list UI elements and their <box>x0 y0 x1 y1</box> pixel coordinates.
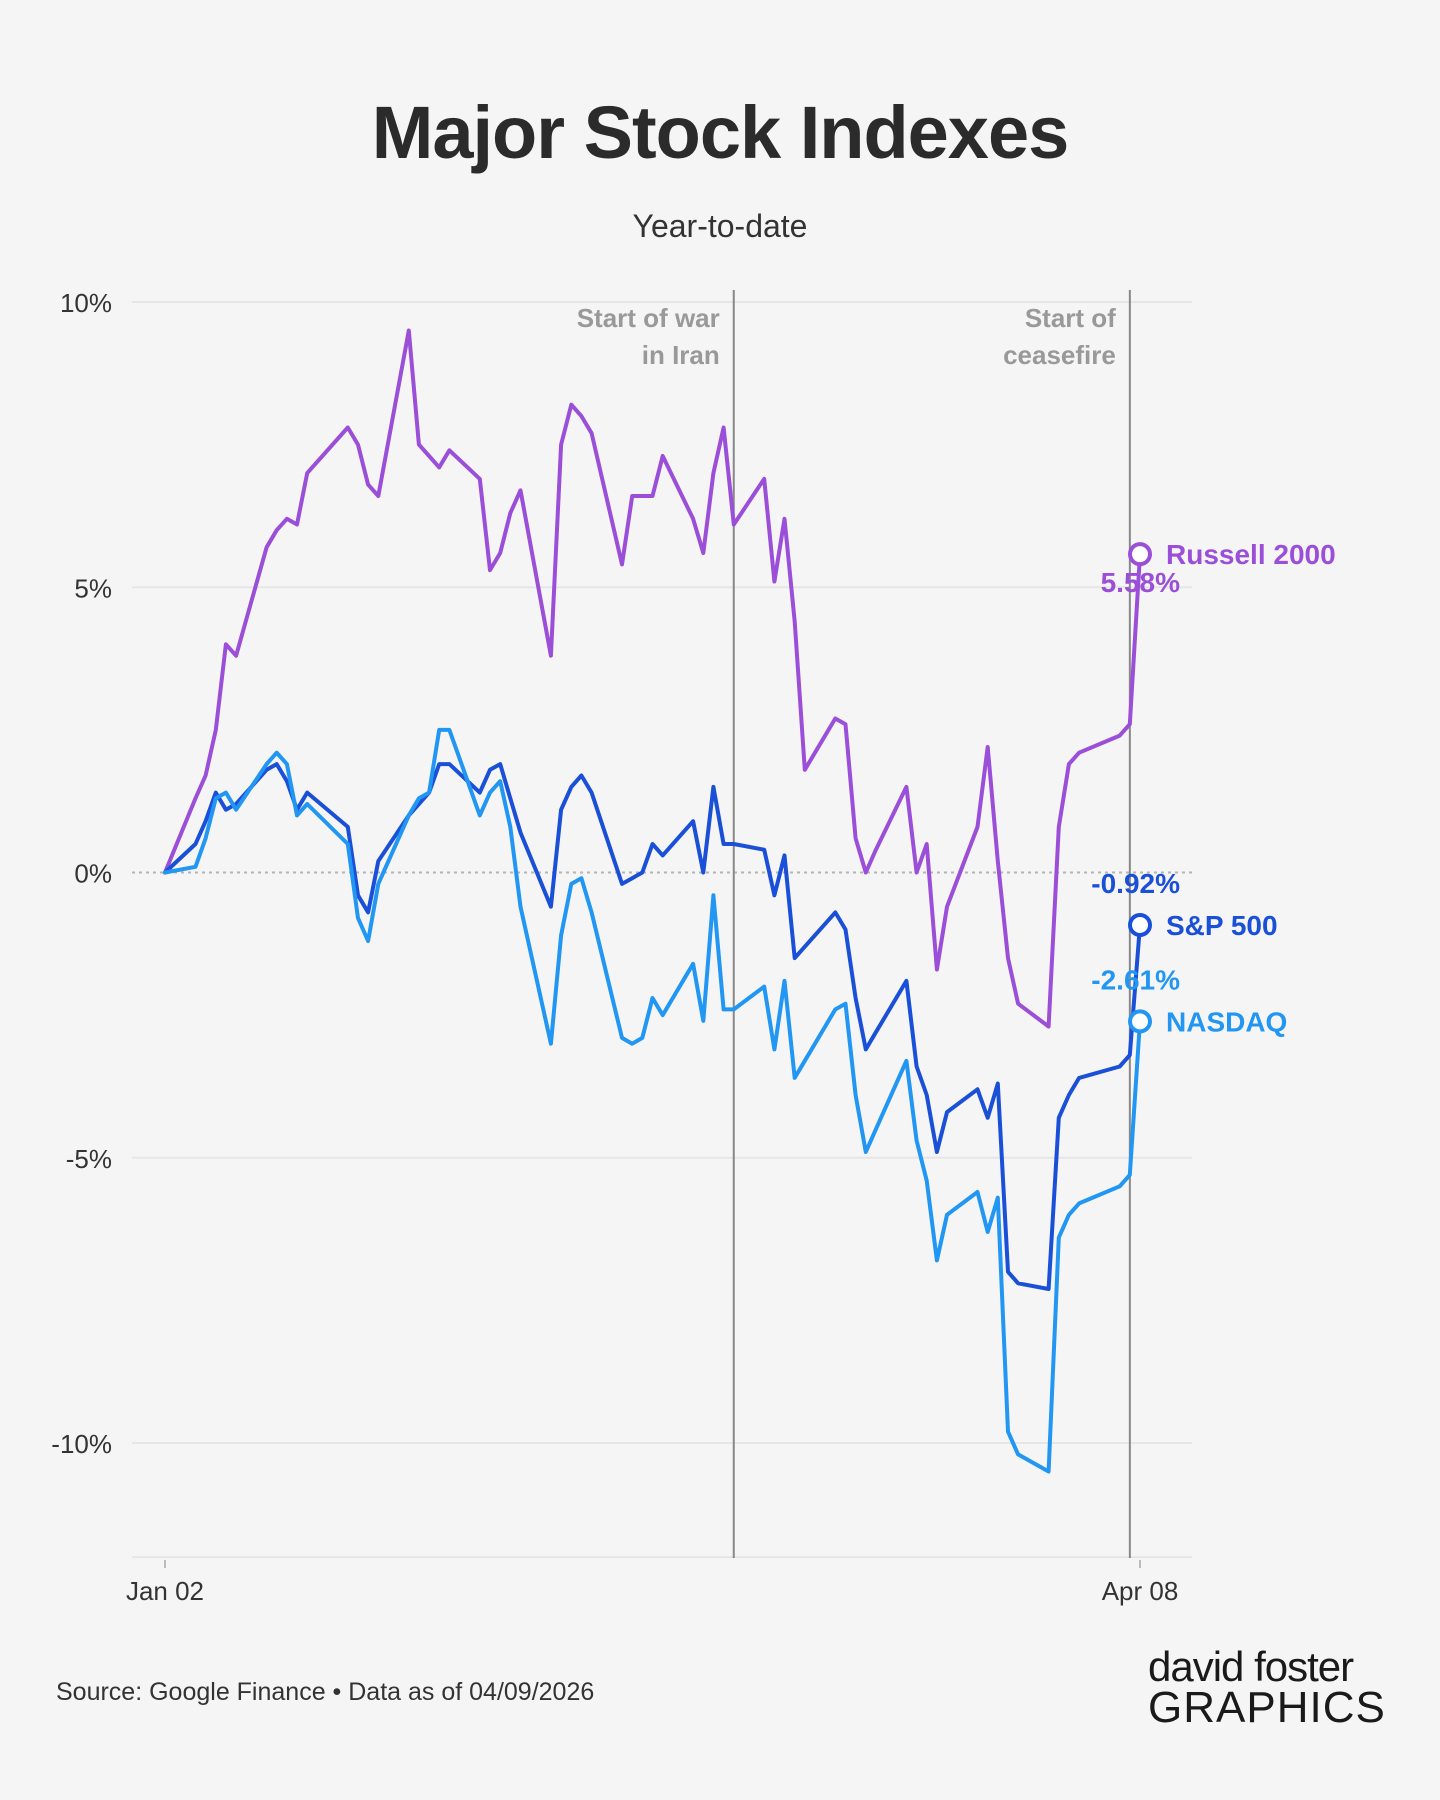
source-note: Source: Google Finance • Data as of 04/0… <box>56 1678 595 1706</box>
series-name-label: S&P 500 <box>1166 910 1278 941</box>
series-line <box>163 762 1142 1291</box>
x-tick-label: Jan 02 <box>126 1576 204 1606</box>
grid-layer: 10% 5% 0% -5% -10% Jan 02 Apr 08 <box>51 288 1192 1606</box>
annotation-label: in Iran <box>642 340 720 370</box>
series-name-label: NASDAQ <box>1166 1006 1287 1037</box>
annotation-layer: Start of war in Iran Start of ceasefire <box>577 290 1131 1558</box>
annotation-label: Start of war <box>577 303 720 333</box>
logo-line-2: GRAPHICS <box>1148 1683 1386 1732</box>
series-value-label: 5.58% <box>1101 567 1180 598</box>
series-line <box>163 328 1142 1029</box>
series-value-label: -2.61% <box>1091 964 1180 995</box>
series-value-label: -0.92% <box>1091 868 1180 899</box>
y-tick-label: -10% <box>51 1429 112 1459</box>
y-tick-label: 5% <box>74 573 112 603</box>
line-chart: 10% 5% 0% -5% -10% Jan 02 Apr 08 Start of war i… <box>51 288 1335 1606</box>
annotation-label: ceasefire <box>1003 340 1116 370</box>
series-end-marker <box>1128 542 1152 567</box>
series-name-label: Russell 2000 <box>1166 539 1336 570</box>
y-tick-label: 10% <box>60 288 112 318</box>
series-layer <box>163 328 1142 1474</box>
series-end-marker <box>1128 1009 1152 1034</box>
y-tick-label: -5% <box>66 1144 112 1174</box>
x-tick-label: Apr 08 <box>1102 1576 1179 1606</box>
series-line <box>163 727 1142 1474</box>
series-end-marker <box>1128 912 1152 937</box>
chart-subtitle: Year-to-date <box>632 208 808 244</box>
y-tick-label: 0% <box>74 859 112 889</box>
chart-title: Major Stock Indexes <box>371 91 1070 174</box>
logo-line-1: david foster <box>1148 1643 1354 1690</box>
brand-logo: david foster GRAPHICS <box>1148 1646 1388 1730</box>
annotation-label: Start of <box>1025 303 1116 333</box>
